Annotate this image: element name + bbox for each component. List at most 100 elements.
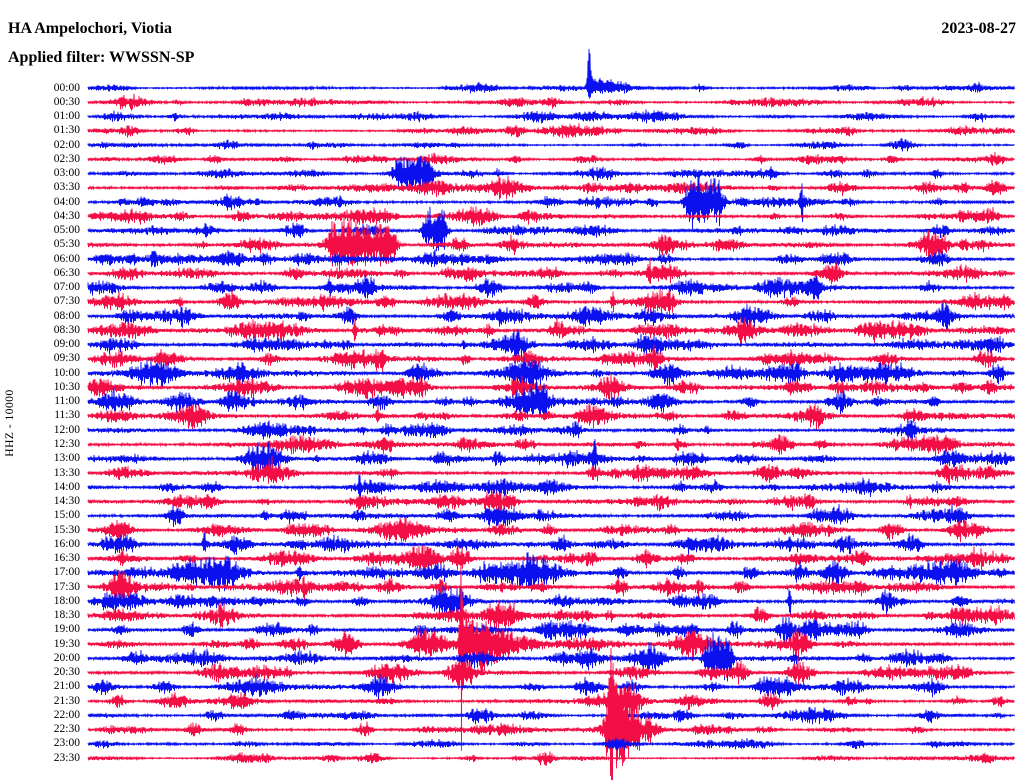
time-label: 12:00 [53, 423, 80, 436]
time-label: 15:30 [53, 523, 80, 536]
time-label: 00:30 [53, 95, 80, 108]
trace-row-16:30 [87, 544, 1015, 572]
trace-row-15:00 [87, 504, 1015, 528]
time-label: 22:00 [53, 708, 80, 721]
time-label: 09:30 [53, 352, 80, 365]
trace-row-10:30 [87, 373, 1015, 404]
time-label: 15:00 [53, 509, 80, 522]
trace-row-13:00 [87, 438, 1015, 478]
trace-row-04:30 [87, 206, 1015, 227]
trace-row-17:00 [87, 552, 1015, 592]
trace-row-07:00 [87, 275, 1015, 300]
trace-row-17:30 [87, 569, 1015, 607]
trace-row-11:30 [87, 403, 1015, 430]
trace-row-11:00 [87, 381, 1015, 419]
trace-row-12:30 [87, 434, 1015, 457]
trace-row-03:30 [87, 175, 1015, 200]
trace-row-19:30 [87, 551, 1015, 751]
trace-row-01:00 [87, 109, 1015, 124]
trace-row-18:00 [87, 585, 1015, 619]
trace-row-07:30 [87, 288, 1015, 315]
trace-row-00:00 [87, 48, 1015, 99]
trace-row-15:30 [87, 517, 1015, 544]
trace-row-09:30 [87, 344, 1015, 373]
time-label: 10:30 [53, 380, 80, 393]
trace-row-18:30 [87, 599, 1015, 630]
time-label: 12:30 [53, 438, 80, 450]
time-axis: 00:00 00:30 01:00 01:30 02:00 02:30 03:00 03:30… [0, 0, 81, 780]
trace-row-02:00 [87, 138, 1015, 152]
time-label: 14:30 [53, 495, 80, 508]
time-label: 06:30 [53, 266, 80, 279]
time-label: 02:30 [53, 152, 80, 165]
trace-row-00:30 [87, 93, 1015, 111]
time-label: 16:30 [53, 552, 80, 565]
time-label: 05:30 [53, 238, 80, 251]
time-label: 11:30 [54, 409, 80, 422]
filter-label: Applied filter: WWSSN-SP [8, 49, 195, 66]
time-label: 19:00 [53, 623, 80, 636]
trace-row-05:00 [87, 206, 1015, 252]
time-label: 16:00 [53, 537, 80, 550]
trace-row-23:30 [87, 751, 1015, 766]
trace-row-03:00 [87, 155, 1015, 195]
trace-row-23:00 [87, 737, 1015, 751]
time-label: 17:00 [53, 566, 80, 579]
trace-row-10:00 [87, 357, 1015, 392]
trace-row-14:00 [87, 473, 1015, 498]
time-label: 22:30 [53, 723, 80, 736]
trace-row-06:30 [87, 257, 1015, 285]
time-label: 19:30 [53, 637, 80, 650]
trace-row-01:30 [87, 123, 1015, 139]
time-label: 03:00 [53, 167, 80, 180]
time-label: 01:30 [53, 124, 80, 137]
trace-row-02:30 [87, 152, 1015, 166]
trace-row-06:00 [87, 249, 1015, 268]
time-label: 02:00 [53, 138, 80, 151]
time-label: 17:30 [53, 580, 80, 593]
trace-row-22:30 [87, 653, 1015, 780]
trace-row-12:00 [87, 419, 1015, 440]
time-label: 13:30 [53, 466, 80, 479]
time-label: 04:30 [53, 209, 80, 222]
time-label: 08:30 [53, 323, 80, 336]
time-label: 20:30 [53, 666, 80, 679]
time-label: 01:00 [53, 110, 80, 123]
time-label: 09:00 [53, 338, 80, 351]
time-label: 20:00 [53, 651, 80, 664]
trace-row-22:00 [87, 707, 1015, 725]
time-label: 23:00 [53, 737, 80, 750]
trace-row-21:00 [87, 673, 1015, 701]
time-label: 23:30 [53, 751, 80, 764]
time-label: 04:00 [53, 195, 80, 208]
date-label: 2023-08-27 [941, 20, 1016, 37]
time-label: 11:00 [54, 395, 80, 408]
trace-row-04:00 [87, 175, 1015, 231]
time-label: 18:00 [53, 594, 80, 607]
trace-row-13:30 [87, 455, 1015, 486]
time-label: 03:30 [53, 181, 80, 194]
time-label: 13:00 [53, 452, 80, 465]
time-label: 21:00 [53, 680, 80, 693]
trace-row-20:30 [87, 656, 1015, 690]
time-label: 08:00 [53, 309, 80, 322]
trace-row-08:00 [87, 302, 1015, 331]
trace-row-20:00 [87, 632, 1015, 682]
trace-row-09:00 [87, 329, 1015, 362]
station-title: HA Ampelochori, Viotia [8, 20, 172, 37]
time-label: 18:30 [53, 609, 80, 622]
trace-row-16:00 [87, 532, 1015, 555]
trace-row-21:30 [87, 647, 1015, 780]
time-label: 05:00 [53, 224, 80, 237]
time-label: 14:00 [53, 480, 80, 493]
trace-row-08:30 [87, 316, 1015, 346]
time-label: 10:00 [53, 366, 80, 379]
time-label: 21:30 [53, 694, 80, 707]
time-label: 07:30 [53, 295, 80, 308]
trace-row-14:30 [87, 490, 1015, 513]
time-label: 06:00 [53, 252, 80, 265]
trace-row-19:00 [87, 616, 1015, 644]
trace-row-05:30 [87, 217, 1015, 273]
